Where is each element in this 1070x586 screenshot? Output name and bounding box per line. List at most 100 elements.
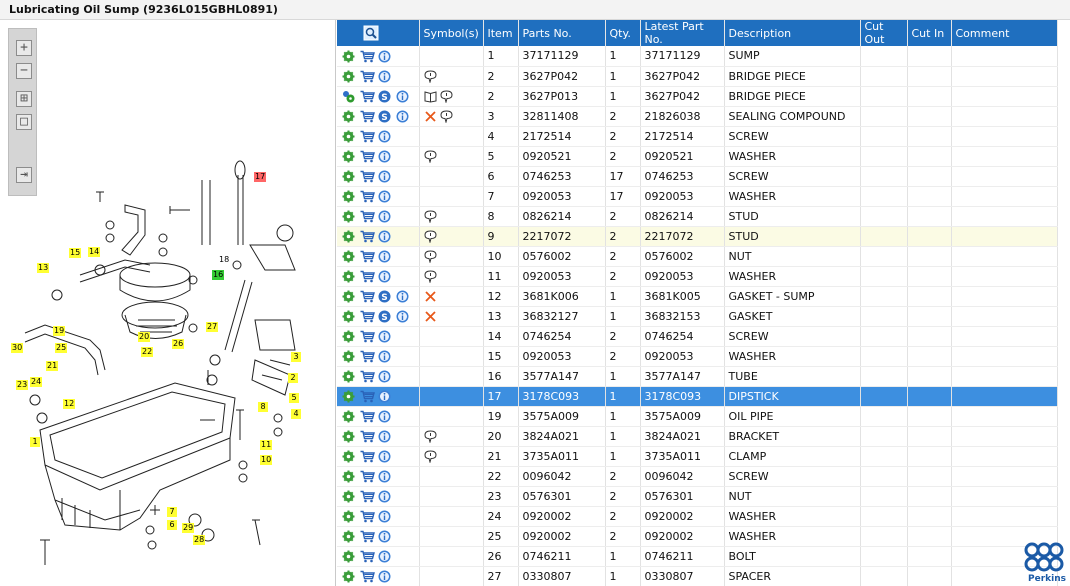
callout-5[interactable]: 5: [289, 393, 299, 403]
gear-icon[interactable]: [342, 190, 355, 203]
callout-15[interactable]: 15: [69, 248, 82, 258]
info-icon[interactable]: [378, 190, 391, 203]
cell-part-no[interactable]: 0330807: [518, 566, 606, 586]
fit-to-window-button[interactable]: ⊞: [16, 91, 32, 107]
cell-cut-in[interactable]: [907, 406, 952, 427]
cell-latest-part-no[interactable]: 0096042: [640, 466, 725, 487]
cart-icon[interactable]: [360, 250, 375, 263]
cell-part-no[interactable]: 3824A021: [518, 426, 606, 447]
info-icon[interactable]: [378, 170, 391, 183]
cell-qty[interactable]: 1: [605, 306, 641, 327]
column-header-cut-in[interactable]: Cut In: [907, 20, 952, 46]
callout-3[interactable]: 3: [291, 352, 301, 362]
cell-latest-part-no[interactable]: 3627P042: [640, 66, 725, 87]
cart-icon[interactable]: [360, 70, 375, 83]
export-button[interactable]: ⇥: [16, 167, 32, 183]
callout-18[interactable]: 18: [219, 255, 230, 264]
info-icon[interactable]: [378, 250, 391, 263]
cell-cut-out[interactable]: [860, 406, 908, 427]
cell-description[interactable]: DIPSTICK: [724, 386, 861, 407]
cell-cut-out[interactable]: [860, 326, 908, 347]
callout-2[interactable]: 2: [288, 373, 298, 383]
cell-cut-out[interactable]: [860, 506, 908, 527]
info-icon[interactable]: [378, 510, 391, 523]
cell-description[interactable]: WASHER: [724, 506, 861, 527]
cell-qty[interactable]: 1: [605, 66, 641, 87]
cell-qty[interactable]: 2: [605, 206, 641, 227]
cell-qty[interactable]: 2: [605, 106, 641, 127]
info-icon[interactable]: [396, 90, 409, 103]
cart-icon[interactable]: [360, 550, 375, 563]
cell-description[interactable]: BRIDGE PIECE: [724, 66, 861, 87]
table-row[interactable]: 16 3577A147 1 3577A147 TUBE: [337, 366, 1058, 387]
cell-item[interactable]: 17: [483, 386, 519, 407]
cell-qty[interactable]: 2: [605, 246, 641, 267]
gear-icon[interactable]: [342, 350, 355, 363]
cart-icon[interactable]: [360, 90, 375, 103]
cell-description[interactable]: TUBE: [724, 366, 861, 387]
cell-description[interactable]: BRIDGE PIECE: [724, 86, 861, 107]
cell-item[interactable]: 23: [483, 486, 519, 507]
callout-14[interactable]: 14: [88, 247, 101, 257]
cell-description[interactable]: OIL PIPE: [724, 406, 861, 427]
cell-item[interactable]: 2: [483, 66, 519, 87]
cell-latest-part-no[interactable]: 0746254: [640, 326, 725, 347]
callout-29[interactable]: 29: [182, 523, 195, 533]
cart-icon[interactable]: [360, 430, 375, 443]
cell-description[interactable]: STUD: [724, 206, 861, 227]
cell-comment[interactable]: [951, 186, 1058, 207]
callout-11[interactable]: 11: [260, 440, 273, 450]
info-icon[interactable]: [378, 210, 391, 223]
table-row[interactable]: 6 0746253 17 0746253 SCREW: [337, 166, 1058, 187]
zoom-out-button[interactable]: −: [16, 63, 32, 79]
gear-icon[interactable]: [342, 210, 355, 223]
cell-latest-part-no[interactable]: 3681K005: [640, 286, 725, 307]
cell-cut-in[interactable]: [907, 46, 952, 67]
cell-cut-in[interactable]: [907, 286, 952, 307]
callout-6[interactable]: 6: [167, 520, 177, 530]
cart-icon[interactable]: [360, 450, 375, 463]
zoom-in-button[interactable]: +: [16, 40, 32, 56]
cart-icon[interactable]: [360, 310, 375, 323]
info-icon[interactable]: [396, 290, 409, 303]
cell-item[interactable]: 27: [483, 566, 519, 586]
cell-qty[interactable]: 2: [605, 146, 641, 167]
table-row[interactable]: 14 0746254 2 0746254 SCREW: [337, 326, 1058, 347]
info-icon[interactable]: [378, 530, 391, 543]
cell-cut-out[interactable]: [860, 306, 908, 327]
cell-qty[interactable]: 1: [605, 426, 641, 447]
table-row[interactable]: S 13 36832127 1 36832153 GASKET: [337, 306, 1058, 327]
cell-qty[interactable]: 17: [605, 186, 641, 207]
column-header-actions[interactable]: [337, 20, 420, 46]
cell-cut-in[interactable]: [907, 506, 952, 527]
info-icon[interactable]: [396, 310, 409, 323]
cell-part-no[interactable]: 37171129: [518, 46, 606, 67]
cell-comment[interactable]: [951, 306, 1058, 327]
cell-latest-part-no[interactable]: 0826214: [640, 206, 725, 227]
info-icon[interactable]: [378, 490, 391, 503]
cell-cut-out[interactable]: [860, 206, 908, 227]
cell-qty[interactable]: 2: [605, 506, 641, 527]
cell-cut-out[interactable]: [860, 146, 908, 167]
cell-item[interactable]: 19: [483, 406, 519, 427]
cell-item[interactable]: 11: [483, 266, 519, 287]
callout-10[interactable]: 10: [260, 455, 273, 465]
cell-description[interactable]: BOLT: [724, 546, 861, 567]
info-icon[interactable]: [378, 350, 391, 363]
cell-part-no[interactable]: 0920521: [518, 146, 606, 167]
gear-icon[interactable]: [342, 230, 355, 243]
callout-28[interactable]: 28: [193, 535, 206, 545]
callout-23[interactable]: 23: [16, 380, 29, 390]
table-row[interactable]: S 12 3681K006 1 3681K005 GASKET - SUMP: [337, 286, 1058, 307]
cell-cut-in[interactable]: [907, 86, 952, 107]
cell-cut-out[interactable]: [860, 106, 908, 127]
info-icon[interactable]: [378, 270, 391, 283]
cell-item[interactable]: 14: [483, 326, 519, 347]
info-icon[interactable]: [378, 50, 391, 63]
note-icon[interactable]: [423, 150, 437, 164]
cell-qty[interactable]: 1: [605, 46, 641, 67]
table-row[interactable]: S 2 3627P013 1 3627P042 BRIDGE PIECE: [337, 86, 1058, 107]
cell-cut-in[interactable]: [907, 186, 952, 207]
cell-description[interactable]: GASKET - SUMP: [724, 286, 861, 307]
cell-latest-part-no[interactable]: 0920053: [640, 266, 725, 287]
